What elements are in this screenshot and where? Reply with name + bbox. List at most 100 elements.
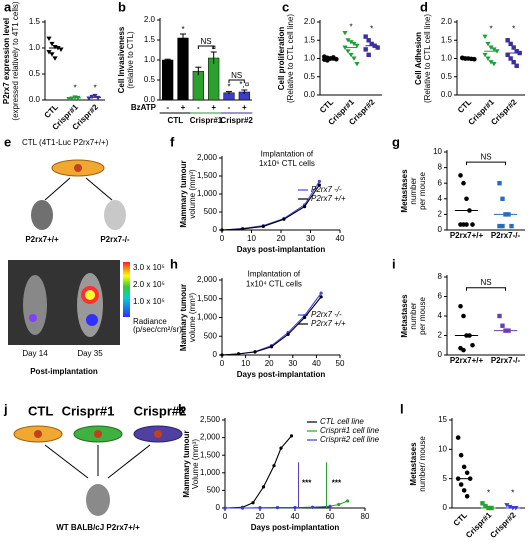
y-axis-label: Volume (mm³) (191, 439, 200, 490)
x-tick-label: 40 (312, 359, 321, 368)
y-axis-label: Cell Adhesion (414, 32, 423, 85)
x-tick-label: CTL (318, 97, 335, 114)
y-axis-label: Mammary tumour (179, 284, 188, 351)
x-tick-label: 40 (291, 512, 300, 521)
x-tick-label: 20 (265, 359, 274, 368)
y-tick-label: 10 (433, 147, 442, 156)
data-point (369, 41, 374, 47)
y-axis-label: Mammary tumour (179, 160, 188, 227)
data-point (497, 223, 502, 229)
panel-letter: e (4, 134, 11, 149)
mouse-icon (86, 484, 110, 516)
legend-label: P2rx7 +/+ (311, 194, 346, 203)
annotation: NS (480, 153, 491, 162)
y-axis-label: per mouse (418, 297, 427, 335)
data-point (375, 45, 380, 50)
panel-letter: c (282, 0, 289, 14)
data-point (514, 63, 519, 68)
x-tick-label: 80 (361, 512, 370, 521)
mouse-label: P2rx7+/+ (25, 235, 59, 244)
data-point (509, 223, 514, 229)
data-point (491, 61, 497, 67)
annotation: * (512, 24, 515, 33)
caption: Post-implantation (30, 367, 98, 376)
signal (29, 314, 37, 322)
y-tick-label: 0 (438, 350, 443, 359)
data-point (317, 179, 321, 183)
y-tick-label: 0 (213, 225, 218, 234)
x-tick-label: CTL (43, 102, 60, 119)
y-axis-label: per mouse (418, 172, 427, 210)
x-tick-label: P2rx7-/- (491, 356, 521, 365)
x-tick-label: CTL (456, 97, 473, 114)
chart-panel: i 0 2 4 6 8 Metastases number per mouse P2rx7+/+ P… (392, 256, 525, 365)
x-tick-label: 20 (277, 234, 286, 243)
series-line (221, 184, 320, 231)
data-point (223, 506, 227, 510)
y-tick-label: 8 (438, 272, 443, 281)
y-tick-label: 15 (438, 415, 447, 424)
data-point (351, 56, 357, 61)
mouse-image (77, 273, 103, 337)
diagram-j: j CTL Crispr#1 Crispr#2 WT BALB/cJ P2rx7… (3, 401, 186, 532)
x-tick-label: Crispr#2 (489, 97, 519, 127)
data-point (461, 180, 466, 186)
cell-label: Crispr#1 (62, 403, 115, 418)
data-point (485, 41, 491, 47)
y-tick-label: 5 (443, 474, 448, 483)
y-tick-label: 2,000 (200, 433, 221, 442)
data-point (505, 52, 510, 58)
data-point (282, 217, 286, 221)
panel-letter: d (420, 0, 428, 14)
data-point (348, 52, 354, 58)
y-tick-label: 500 (204, 207, 218, 216)
annotation: *,¤ (239, 80, 249, 89)
data-point (500, 323, 505, 328)
x-prefix: BzATP (131, 103, 157, 112)
data-point (351, 41, 357, 47)
group-label: Crispr#1 (190, 116, 223, 125)
mouse-icon (104, 200, 126, 230)
chart-panel: l 0 5 10 15 Metastases number/ mouse CTL Crispr#… (400, 401, 525, 540)
data-point (92, 93, 98, 99)
y-axis-label: Mammary tumour (182, 430, 191, 497)
data-point (348, 40, 354, 45)
x-tick-label: Crispr#2 (488, 510, 518, 540)
data-point (310, 505, 315, 509)
y-tick-label: 0.0 (29, 95, 41, 104)
data-point (275, 506, 280, 510)
data-point (458, 303, 463, 309)
x-axis-label: Days post-implantation (237, 245, 326, 254)
y-tick-label: 8 (438, 163, 443, 172)
y-tick-label: 0 (443, 503, 448, 512)
y-tick-label: 0.5 (441, 72, 453, 81)
data-point (354, 61, 360, 67)
y-tick-label: 2,500 (200, 415, 221, 424)
y-axis-label: Cell proliferation (277, 27, 286, 91)
y-tick-label: 1,000 (197, 313, 218, 322)
significance-bracket (466, 287, 506, 291)
data-point (480, 501, 485, 506)
chart-panel: d 0.0 0.5 1.0 1.5 2.0 Cell Adhesion (Relative t… (414, 0, 525, 127)
y-tick-label: 2 (438, 331, 443, 340)
annotation: NS (480, 278, 491, 287)
data-point (261, 485, 266, 489)
y-axis-label: (Relative to CTL cell line) (423, 14, 432, 103)
y-axis-label: (expressed relatively to 4T1 cells) (11, 1, 20, 120)
x-tick-label: 10 (241, 359, 250, 368)
y-tick-label: 2,000 (197, 153, 218, 162)
chart-panel: b 0.0 0.5 1.0 1.5 2.0 Cell Invasiveness (relati… (117, 0, 253, 125)
bar (208, 57, 220, 101)
panel-letter: f (170, 134, 175, 149)
annotation: *** (332, 478, 342, 487)
annotation: * (370, 24, 373, 33)
x-tick-label: 30 (288, 359, 297, 368)
bar (177, 37, 189, 101)
x-tick-label: P2rx7+/+ (450, 231, 484, 240)
y-axis-label: volume (mm³) (188, 293, 197, 343)
y-tick-label: 1,000 (200, 468, 221, 477)
data-point (236, 352, 241, 356)
group-label: CTL (168, 116, 184, 125)
data-point (497, 313, 502, 319)
